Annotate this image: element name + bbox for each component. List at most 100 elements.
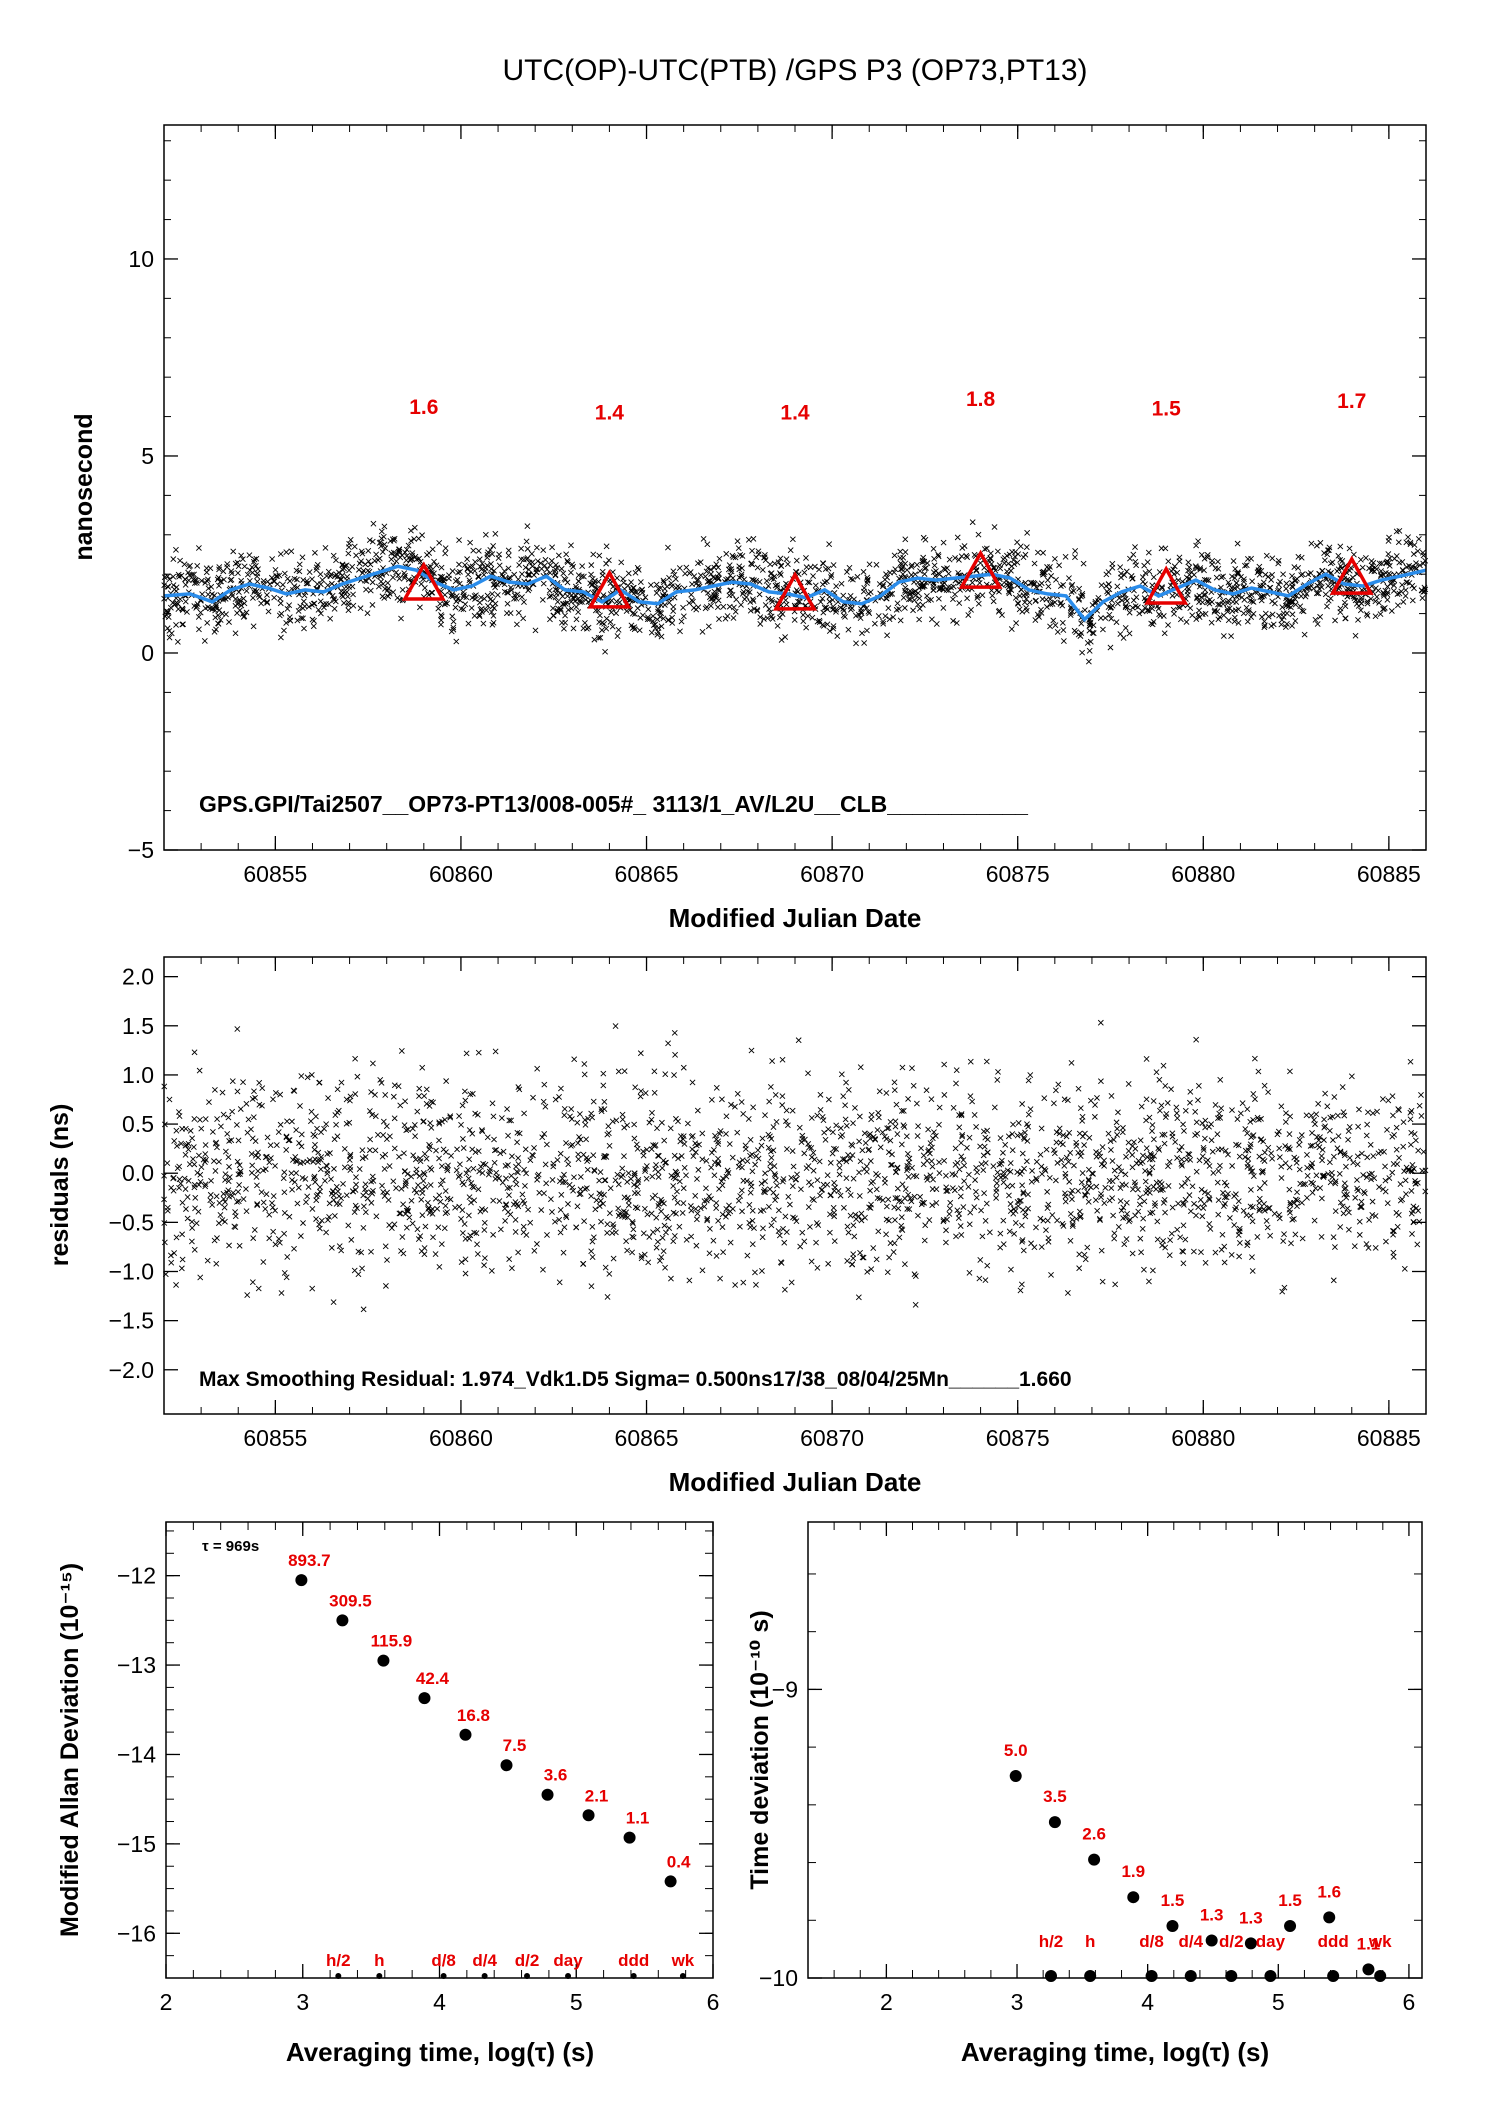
scatter-point (177, 596, 184, 603)
residual-point (409, 1220, 416, 1227)
scatter-point (976, 580, 983, 586)
residual-point (895, 1205, 902, 1212)
scatter-point (1176, 554, 1183, 561)
scatter-point (772, 582, 779, 589)
scatter-point (1120, 635, 1127, 641)
residual-point (653, 1214, 660, 1221)
scatter-point (575, 578, 582, 585)
residual-point (876, 1088, 883, 1095)
residual-point (703, 1185, 709, 1192)
residual-point (1182, 1196, 1189, 1203)
scatter-point (766, 606, 773, 612)
residual-point (245, 1116, 252, 1123)
scatter-point (469, 563, 476, 570)
scatter-point (243, 609, 250, 616)
scatter-point (1060, 627, 1067, 634)
scatter-point (671, 571, 678, 578)
residual-point (1149, 1164, 1156, 1171)
scatter-point (736, 566, 743, 573)
residual-point (1240, 1207, 1247, 1214)
residual-point (1389, 1169, 1396, 1176)
scatter-point (1396, 559, 1403, 566)
residual-point (805, 1204, 812, 1210)
residual-point (1337, 1224, 1344, 1230)
residual-point (1137, 1235, 1144, 1242)
scatter-point (1385, 551, 1392, 557)
residual-point (1181, 1128, 1187, 1134)
residual-point (1101, 1162, 1108, 1169)
residual-point (1007, 1160, 1014, 1166)
residual-point (1132, 1212, 1139, 1219)
residual-point (194, 1169, 201, 1176)
scatter-point (1090, 630, 1097, 637)
x-tick-label: 60860 (429, 1425, 493, 1451)
residual-point (438, 1241, 445, 1248)
residual-point (381, 1166, 388, 1172)
residual-point (887, 1137, 894, 1144)
scatter-point (508, 584, 514, 591)
scatter-point (1395, 539, 1402, 546)
scatter-point (1067, 609, 1074, 616)
residual-point (1139, 1225, 1146, 1232)
scatter-point (1145, 549, 1152, 556)
residual-point (856, 1138, 863, 1145)
scatter-point (916, 595, 923, 602)
scatter-point (1245, 609, 1252, 616)
residual-point (1195, 1097, 1201, 1104)
residual-point (1220, 1189, 1226, 1196)
residual-point (589, 1223, 596, 1230)
scatter-point (479, 560, 486, 567)
scatter-point (568, 542, 574, 549)
residual-point (439, 1177, 446, 1184)
residual-point (1043, 1146, 1050, 1153)
residual-point (1123, 1236, 1130, 1242)
scatter-point (764, 615, 771, 622)
scatter-point (1107, 644, 1114, 651)
residual-point (953, 1080, 959, 1087)
scatter-point (819, 581, 826, 588)
scatter-point (1176, 604, 1183, 611)
residual-point (890, 1249, 897, 1256)
scatter-point (396, 575, 403, 582)
residual-point (727, 1239, 734, 1246)
scatter-point (220, 596, 227, 603)
residual-point (1345, 1209, 1352, 1216)
residual-point (997, 1135, 1004, 1141)
scatter-point (376, 540, 383, 546)
residual-point (601, 1177, 608, 1184)
residual-point (475, 1049, 482, 1056)
scatter-point (1123, 568, 1130, 575)
residual-point (706, 1250, 713, 1257)
scatter-point (564, 579, 571, 586)
residual-point (676, 1178, 683, 1185)
residual-point (1330, 1277, 1337, 1284)
residual-point (388, 1225, 395, 1232)
scatter-point (1324, 551, 1331, 558)
residual-point (631, 1121, 638, 1128)
scatter-point (1317, 613, 1324, 620)
scatter-point (708, 596, 714, 602)
residual-point (699, 1267, 706, 1274)
residual-point (391, 1115, 398, 1122)
scatter-point (542, 556, 549, 563)
residual-point (272, 1207, 279, 1214)
residual-point (671, 1194, 678, 1201)
residual-point (235, 1188, 242, 1195)
residual-point (1054, 1217, 1061, 1224)
residual-point (1206, 1163, 1213, 1169)
scatter-point (689, 597, 695, 604)
residual-point (713, 1253, 720, 1259)
residual-point (1249, 1254, 1255, 1261)
residual-point (235, 1137, 242, 1144)
scatter-point (810, 573, 816, 579)
residual-point (280, 1175, 287, 1182)
residual-point (648, 1116, 655, 1123)
scatter-point (356, 560, 363, 567)
scatter-point (550, 612, 557, 619)
scatter-point (166, 576, 173, 583)
scatter-point (344, 593, 351, 600)
scatter-point (1280, 571, 1287, 578)
residual-point (589, 1254, 596, 1260)
residual-point (814, 1112, 821, 1119)
residual-point (270, 1228, 277, 1235)
